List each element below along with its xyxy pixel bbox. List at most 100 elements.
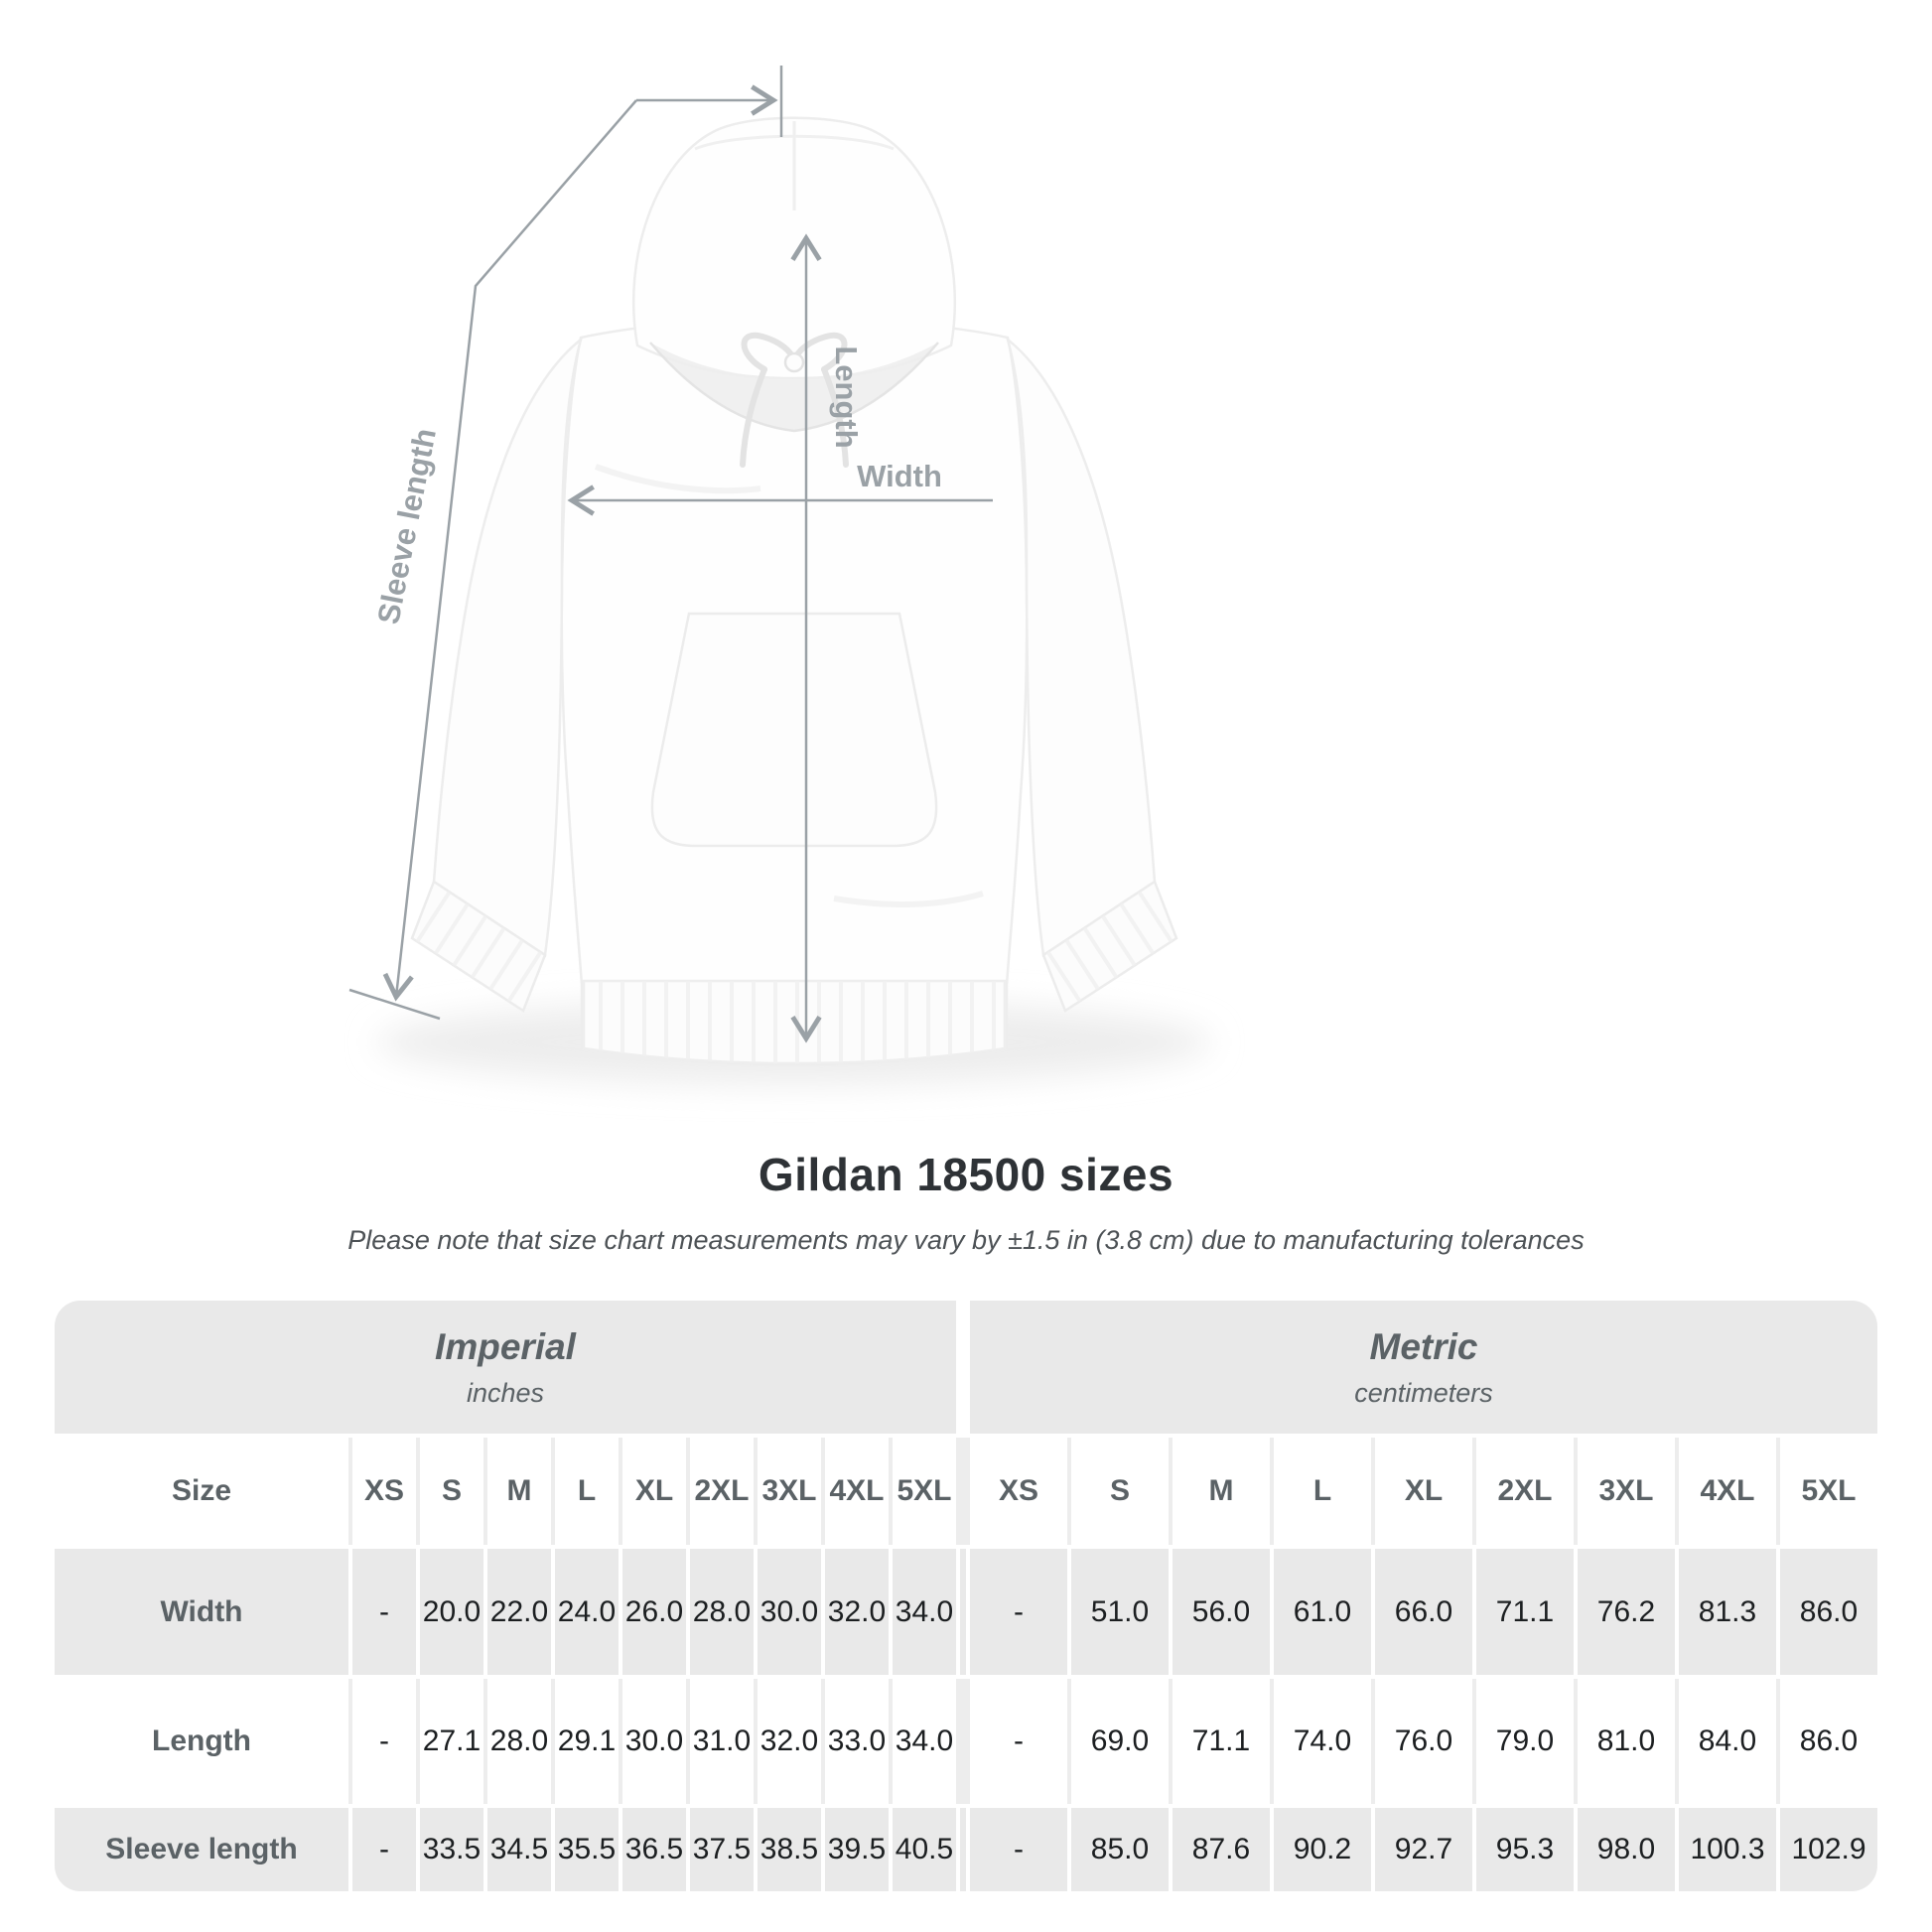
value-cell: 20.0 xyxy=(420,1549,483,1675)
value-cell: 22.0 xyxy=(487,1549,551,1675)
value-cell: 71.1 xyxy=(1476,1549,1574,1675)
row-label: Sleeve length xyxy=(55,1808,348,1891)
value-cell: 28.0 xyxy=(487,1679,551,1804)
metric-section-header: Metric centimeters xyxy=(970,1301,1877,1434)
row-label: Width xyxy=(55,1549,348,1675)
hoodie-measurement-diagram: Sleeve length Length Width xyxy=(348,66,1211,1084)
sleeve-length-label: Sleeve length xyxy=(370,426,442,627)
right-cuff xyxy=(1041,880,1178,1013)
value-cell: - xyxy=(352,1808,416,1891)
value-cell: 34.5 xyxy=(487,1808,551,1891)
value-cell: 30.0 xyxy=(758,1549,821,1675)
value-cell: 33.0 xyxy=(825,1679,889,1804)
value-cell: 76.0 xyxy=(1375,1679,1472,1804)
value-cell: 38.5 xyxy=(758,1808,821,1891)
right-sleeve xyxy=(1005,336,1157,958)
value-cell: - xyxy=(970,1679,1067,1804)
value-cell: 92.7 xyxy=(1375,1808,1472,1891)
imperial-section-title: Imperial xyxy=(435,1325,576,1367)
value-cell: 39.5 xyxy=(825,1808,889,1891)
left-sleeve xyxy=(432,336,584,958)
value-cell: 95.3 xyxy=(1476,1808,1574,1891)
value-cell: - xyxy=(970,1549,1067,1675)
length-label: Length xyxy=(829,345,864,448)
value-cell: 98.0 xyxy=(1578,1808,1675,1891)
size-col-header: XL xyxy=(622,1438,686,1545)
value-cell: 32.0 xyxy=(825,1549,889,1675)
size-col-header: L xyxy=(555,1438,619,1545)
size-col-header: S xyxy=(420,1438,483,1545)
waistband xyxy=(582,979,1007,1065)
size-col-header: L xyxy=(1274,1438,1371,1545)
size-col-header: 4XL xyxy=(825,1438,889,1545)
table-row: Sleeve length -33.5 34.5 35.5 36.5 37.5 38.5 39… xyxy=(55,1808,1877,1891)
value-cell: - xyxy=(352,1679,416,1804)
size-col-header: 4XL xyxy=(1679,1438,1776,1545)
table-row: Length -27.1 28.0 29.1 30.0 31.0 32.0 33.0 34.0-… xyxy=(55,1679,1877,1804)
size-col-header: XS xyxy=(970,1438,1067,1545)
value-cell: 81.3 xyxy=(1679,1549,1776,1675)
size-table: Imperial inches Metric centimeters Size … xyxy=(55,1301,1877,1895)
size-col-header: M xyxy=(1173,1438,1270,1545)
section-divider xyxy=(960,1808,966,1891)
value-cell: 28.0 xyxy=(690,1549,754,1675)
hoodie-photo xyxy=(377,116,1211,1084)
section-divider xyxy=(960,1301,966,1434)
sleeve-bottom-tick xyxy=(348,988,441,1021)
value-cell: 86.0 xyxy=(1780,1679,1877,1804)
size-col-header: 5XL xyxy=(1780,1438,1877,1545)
value-cell: 56.0 xyxy=(1173,1549,1270,1675)
value-cell: 37.5 xyxy=(690,1808,754,1891)
width-label: Width xyxy=(857,459,942,493)
value-cell: 40.5 xyxy=(893,1808,956,1891)
value-cell: 86.0 xyxy=(1780,1549,1877,1675)
value-cell: - xyxy=(970,1808,1067,1891)
size-corner-header: Size xyxy=(171,1474,232,1507)
size-col-header: XS xyxy=(352,1438,416,1545)
value-cell: 90.2 xyxy=(1274,1808,1371,1891)
section-divider xyxy=(960,1438,966,1545)
page-title: Gildan 18500 sizes xyxy=(758,1149,1174,1200)
value-cell: 76.2 xyxy=(1578,1549,1675,1675)
value-cell: 69.0 xyxy=(1071,1679,1169,1804)
value-cell: 66.0 xyxy=(1375,1549,1472,1675)
size-col-header: 2XL xyxy=(690,1438,754,1545)
kangaroo-pocket xyxy=(650,612,938,848)
tolerance-note: Please note that size chart measurements… xyxy=(347,1225,1585,1255)
value-cell: 102.9 xyxy=(1780,1808,1877,1891)
size-col-header: M xyxy=(487,1438,551,1545)
size-col-header: S xyxy=(1071,1438,1169,1545)
table-body: Width -20.0 22.0 24.0 26.0 28.0 30.0 32.0 34.0-5… xyxy=(55,1549,1877,1891)
value-cell: 34.0 xyxy=(893,1549,956,1675)
unit-band-row: Imperial inches Metric centimeters xyxy=(55,1301,1877,1434)
metric-section-title: Metric xyxy=(1369,1325,1478,1367)
value-cell: 35.5 xyxy=(555,1808,619,1891)
row-label: Length xyxy=(55,1679,348,1804)
value-cell: 85.0 xyxy=(1071,1808,1169,1891)
value-cell: 27.1 xyxy=(420,1679,483,1804)
value-cell: 84.0 xyxy=(1679,1679,1776,1804)
value-cell: 100.3 xyxy=(1679,1808,1776,1891)
section-divider xyxy=(960,1549,966,1675)
value-cell: 24.0 xyxy=(555,1549,619,1675)
imperial-section-header: Imperial inches xyxy=(55,1301,956,1434)
value-cell: - xyxy=(352,1549,416,1675)
value-cell: 71.1 xyxy=(1173,1679,1270,1804)
size-col-header: 2XL xyxy=(1476,1438,1574,1545)
value-cell: 30.0 xyxy=(622,1679,686,1804)
value-cell: 36.5 xyxy=(622,1808,686,1891)
imperial-section-unit: inches xyxy=(466,1377,545,1408)
size-col-header: XL xyxy=(1375,1438,1472,1545)
value-cell: 32.0 xyxy=(758,1679,821,1804)
size-col-header: 3XL xyxy=(758,1438,821,1545)
value-cell: 81.0 xyxy=(1578,1679,1675,1804)
value-cell: 31.0 xyxy=(690,1679,754,1804)
value-cell: 74.0 xyxy=(1274,1679,1371,1804)
metric-section-unit: centimeters xyxy=(1354,1377,1493,1408)
value-cell: 61.0 xyxy=(1274,1549,1371,1675)
value-cell: 26.0 xyxy=(622,1549,686,1675)
section-divider xyxy=(960,1679,966,1804)
measurement-annotations xyxy=(348,66,993,1043)
value-cell: 87.6 xyxy=(1173,1808,1270,1891)
